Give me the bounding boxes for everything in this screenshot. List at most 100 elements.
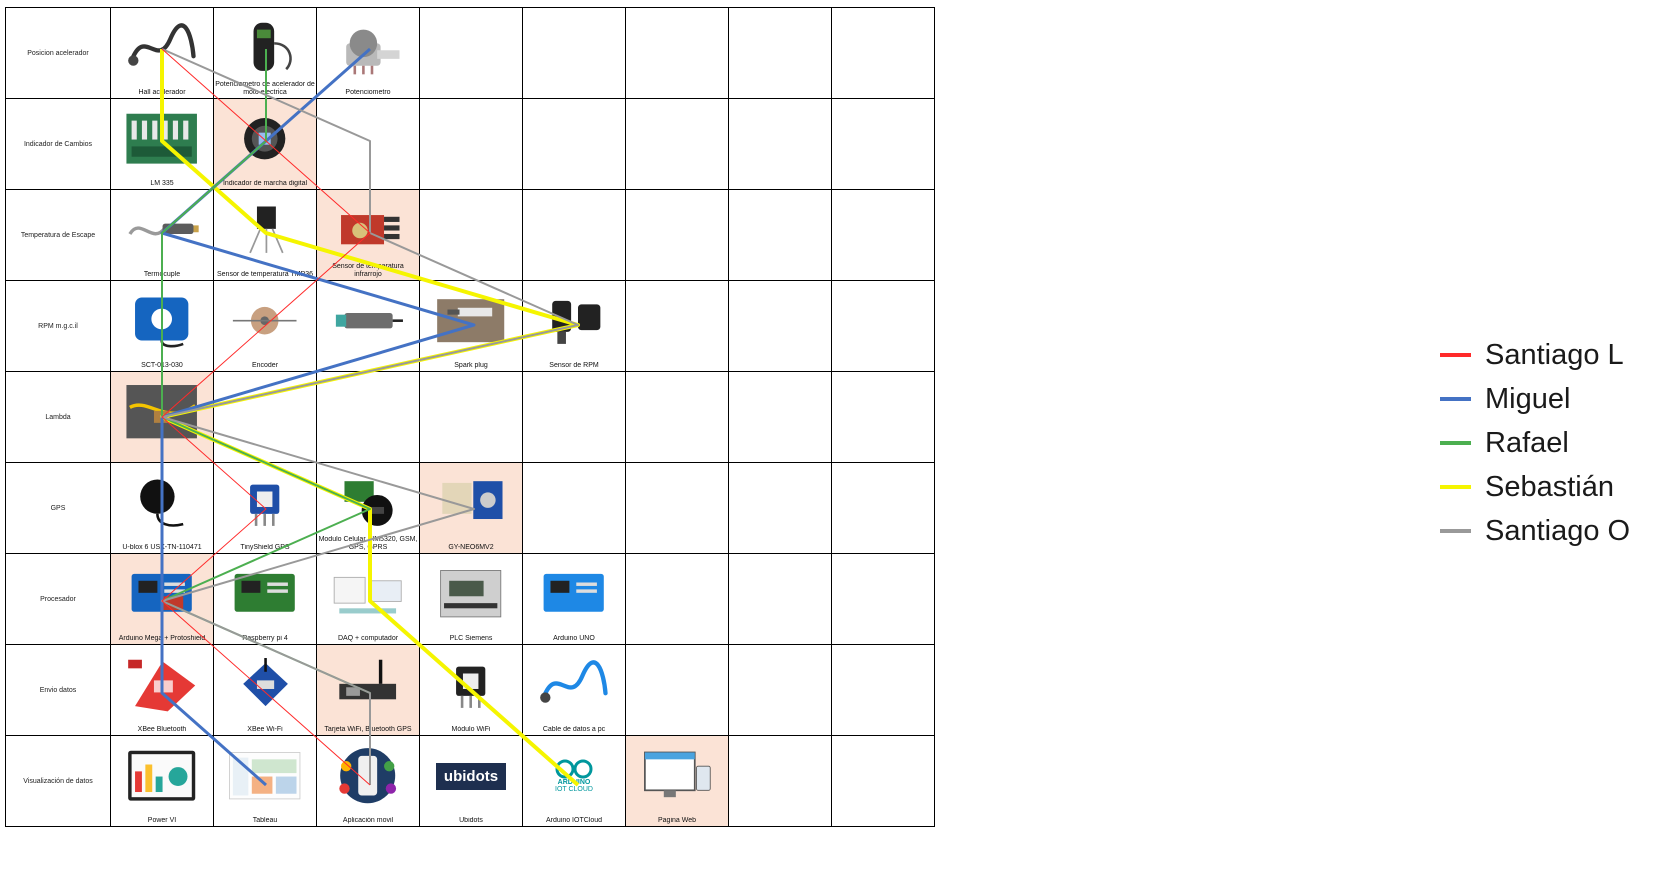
potentiometer-icon bbox=[323, 12, 413, 84]
option-caption: Ubidots bbox=[459, 817, 483, 824]
empty-cell bbox=[316, 98, 420, 190]
empty-cell bbox=[522, 98, 626, 190]
empty-cell bbox=[316, 371, 420, 463]
encoder-icon bbox=[220, 285, 310, 357]
option-cell: Indicador de marcha digital bbox=[213, 98, 317, 190]
option-cell: Termocuple bbox=[110, 189, 214, 281]
option-cell: ARDUINO IOT CLOUD Arduino IOTCloud bbox=[522, 735, 626, 827]
option-caption: Sensor de temperatura infrarrojo bbox=[332, 263, 404, 278]
option-caption: Raspberry pi 4 bbox=[242, 635, 288, 642]
legend-label: Sebastián bbox=[1485, 470, 1614, 503]
spark-plug-icon bbox=[426, 285, 516, 357]
option-cell: Encoder bbox=[213, 280, 317, 372]
legend-label: Santiago L bbox=[1485, 338, 1624, 371]
infrared-sensor-icon bbox=[323, 194, 413, 266]
ubidots-logo: ubidots bbox=[426, 740, 516, 812]
option-caption: Modulo Celular SIM5320, GSM, GPS, GPRS bbox=[318, 536, 418, 551]
empty-cell bbox=[522, 7, 626, 99]
legend: Santiago L Miguel Rafael Sebastián Santi… bbox=[1440, 333, 1630, 553]
lambda-sensor-icon bbox=[117, 376, 207, 448]
option-caption: Aplicación movil bbox=[342, 817, 394, 824]
option-cell: TinyShield GPS bbox=[213, 462, 317, 554]
option-caption: Sensor de RPM bbox=[549, 362, 599, 369]
option-cell: Sensor de temperatura TMP36 bbox=[213, 189, 317, 281]
hall-sensor-icon bbox=[117, 12, 207, 84]
empty-cell bbox=[831, 280, 935, 372]
empty-cell bbox=[728, 371, 832, 463]
option-caption: LM 335 bbox=[150, 180, 174, 187]
option-caption: SCT-013-030 bbox=[141, 362, 183, 369]
wifi-bt-board-icon bbox=[323, 649, 413, 721]
arduino-cloud-logo: ARDUINO IOT CLOUD bbox=[529, 740, 619, 812]
matrix-row: Procesador Arduino Mega + Protoshield Rasp… bbox=[5, 553, 935, 645]
option-cell bbox=[110, 371, 214, 463]
option-caption: XBee Bluetooth bbox=[137, 726, 187, 733]
current-clamp-icon bbox=[117, 285, 207, 357]
empty-cell bbox=[831, 462, 935, 554]
option-caption: U-blox 6 USX-TN-110471 bbox=[122, 544, 202, 551]
gear-indicator-icon bbox=[220, 103, 310, 175]
legend-item: Santiago O bbox=[1440, 509, 1630, 553]
gps-antenna-icon bbox=[117, 467, 207, 539]
legend-label: Miguel bbox=[1485, 382, 1571, 415]
option-cell: Modulo Celular SIM5320, GSM, GPS, GPRS bbox=[316, 462, 420, 554]
option-caption: Tableau bbox=[252, 817, 278, 824]
legend-item: Miguel bbox=[1440, 377, 1630, 421]
row-label: Lambda bbox=[5, 371, 111, 463]
option-caption: PLC Siemens bbox=[449, 635, 493, 642]
empty-cell bbox=[625, 189, 729, 281]
xbee-bluetooth-icon bbox=[117, 649, 207, 721]
option-caption: Potenciometro bbox=[345, 89, 391, 96]
option-caption: Módulo WiFi bbox=[451, 726, 491, 733]
option-caption: Tarjeta WiFi, Bluetooth GPS bbox=[324, 726, 412, 733]
xbee-wifi-icon bbox=[220, 649, 310, 721]
option-caption: Hall acelerador bbox=[138, 89, 186, 96]
option-caption: Cable de datos a pc bbox=[542, 726, 606, 733]
option-cell: Tarjeta WiFi, Bluetooth GPS bbox=[316, 644, 420, 736]
option-caption: DAQ + computador bbox=[337, 635, 399, 642]
empty-cell bbox=[419, 189, 523, 281]
legend-label: Santiago O bbox=[1485, 514, 1631, 547]
inductive-sensor-icon bbox=[323, 285, 413, 357]
empty-cell bbox=[728, 98, 832, 190]
option-caption: Termocuple bbox=[143, 271, 181, 278]
empty-cell bbox=[728, 189, 832, 281]
row-label: Visualización de datos bbox=[5, 735, 111, 827]
option-caption: Arduino Mega + Protoshield bbox=[118, 635, 206, 642]
empty-cell bbox=[831, 644, 935, 736]
comparison-matrix: Posicion acelerador Hall acelerador Potenc… bbox=[5, 7, 935, 827]
option-cell: DAQ + computador bbox=[316, 553, 420, 645]
arduino-mega-icon bbox=[117, 558, 207, 630]
raspberry-pi-icon bbox=[220, 558, 310, 630]
empty-cell bbox=[728, 644, 832, 736]
option-cell: U-blox 6 USX-TN-110471 bbox=[110, 462, 214, 554]
option-caption: Power VI bbox=[147, 817, 177, 824]
plc-icon bbox=[426, 558, 516, 630]
arduino-wordmark: ARDUINO bbox=[557, 779, 591, 786]
option-caption: Encoder bbox=[251, 362, 279, 369]
empty-cell bbox=[213, 371, 317, 463]
empty-cell bbox=[625, 553, 729, 645]
rpm-sensor-icon bbox=[529, 285, 619, 357]
mobile-app-icon bbox=[323, 740, 413, 812]
option-caption: TinyShield GPS bbox=[240, 544, 290, 551]
web-page-icon bbox=[632, 740, 722, 812]
row-label: Indicador de Cambios bbox=[5, 98, 111, 190]
option-cell: Tableau bbox=[213, 735, 317, 827]
option-cell: Aplicación movil bbox=[316, 735, 420, 827]
arduino-uno-icon bbox=[529, 558, 619, 630]
empty-cell bbox=[625, 280, 729, 372]
empty-cell bbox=[625, 644, 729, 736]
usb-cable-icon bbox=[529, 649, 619, 721]
empty-cell bbox=[625, 462, 729, 554]
ubidots-wordmark: ubidots bbox=[435, 762, 507, 790]
matrix-row: Posicion acelerador Hall acelerador Potenc… bbox=[5, 7, 935, 99]
matrix-row: GPS U-blox 6 USX-TN-110471 TinyShield GPS M… bbox=[5, 462, 935, 554]
row-label: Envio datos bbox=[5, 644, 111, 736]
option-cell: Raspberry pi 4 bbox=[213, 553, 317, 645]
empty-cell bbox=[522, 371, 626, 463]
legend-item: Santiago L bbox=[1440, 333, 1630, 377]
option-cell: SCT-013-030 bbox=[110, 280, 214, 372]
empty-cell bbox=[625, 98, 729, 190]
empty-cell bbox=[831, 7, 935, 99]
